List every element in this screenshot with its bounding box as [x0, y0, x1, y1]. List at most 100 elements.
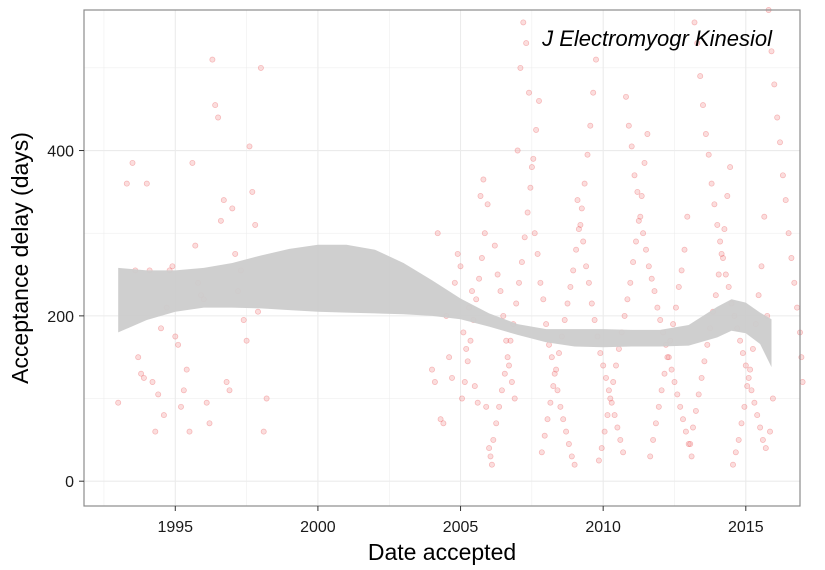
data-point: [724, 193, 731, 199]
data-point: [186, 428, 193, 435]
data-point: [561, 317, 568, 323]
data-point: [767, 428, 773, 435]
data-point: [169, 263, 176, 270]
data-point: [255, 308, 261, 315]
data-point: [749, 345, 756, 352]
data-point: [771, 81, 778, 88]
data-point: [220, 197, 227, 204]
data-point: [567, 283, 574, 290]
data-point: [730, 461, 736, 468]
data-point: [655, 403, 662, 410]
data-point: [674, 391, 681, 398]
data-point: [694, 40, 701, 47]
data-point: [474, 399, 481, 406]
data-point: [611, 412, 618, 419]
data-point: [530, 155, 537, 162]
data-point: [615, 345, 622, 352]
data-point: [138, 370, 145, 377]
data-point: [640, 230, 647, 237]
data-point: [732, 449, 739, 456]
data-point: [675, 283, 682, 290]
x-tick-label: 2000: [300, 519, 336, 536]
data-point: [232, 250, 239, 257]
data-point: [476, 275, 483, 282]
data-point: [685, 441, 692, 447]
data-point: [598, 445, 605, 452]
data-point: [595, 457, 602, 464]
x-axis-ticks: 1995 2000 2005 2010 2015: [157, 506, 764, 536]
data-point: [574, 197, 581, 204]
data-point: [601, 428, 608, 435]
data-point: [544, 416, 551, 423]
data-point: [578, 205, 585, 212]
data-point: [155, 391, 162, 398]
data-point: [540, 296, 547, 303]
data-point: [533, 126, 540, 133]
data-point: [755, 292, 762, 299]
data-point: [500, 312, 507, 319]
data-point: [571, 461, 578, 468]
data-point: [690, 424, 696, 431]
data-point: [203, 399, 210, 406]
data-point: [518, 259, 525, 266]
data-point: [454, 250, 461, 257]
data-point: [226, 387, 233, 394]
data-point: [747, 366, 754, 373]
data-point: [702, 131, 709, 137]
data-point: [486, 445, 493, 452]
data-point: [490, 436, 497, 443]
data-point: [511, 395, 518, 402]
data-point: [620, 449, 627, 456]
data-point: [614, 424, 621, 431]
data-point: [431, 379, 438, 385]
data-point: [494, 271, 501, 278]
data-point: [737, 337, 744, 344]
data-point: [123, 180, 130, 187]
data-point: [429, 366, 435, 373]
data-point: [681, 246, 688, 253]
data-point: [664, 354, 671, 361]
data-point: [434, 230, 441, 237]
smooth-ribbon: [118, 244, 772, 368]
data-point: [738, 420, 745, 427]
data-point: [528, 164, 535, 171]
data-point: [608, 399, 615, 406]
data-point: [754, 412, 761, 419]
data-point: [531, 230, 538, 237]
data-point: [774, 114, 781, 121]
data-point: [537, 279, 544, 286]
data-point: [769, 395, 776, 402]
data-point: [637, 213, 644, 220]
data-point: [580, 238, 587, 245]
data-point: [688, 453, 695, 460]
data-point: [263, 395, 270, 402]
data-point: [115, 399, 122, 406]
data-point: [591, 317, 598, 323]
data-point: [671, 379, 678, 385]
data-point: [223, 379, 230, 385]
data-point: [633, 238, 639, 245]
data-point: [129, 159, 136, 166]
data-point: [501, 370, 508, 377]
data-point: [548, 354, 555, 361]
data-point: [717, 238, 724, 245]
data-point: [565, 441, 572, 447]
data-point: [481, 230, 488, 237]
data-point: [768, 48, 775, 55]
data-point: [517, 64, 524, 71]
data-point: [249, 188, 256, 195]
data-point: [684, 213, 691, 220]
x-tick-label: 1995: [157, 519, 193, 536]
data-point: [437, 416, 444, 423]
data-point: [761, 213, 768, 220]
data-point: [630, 259, 637, 266]
data-point: [782, 197, 789, 204]
data-point: [553, 366, 560, 373]
data-point: [449, 374, 455, 381]
data-point: [152, 428, 159, 435]
data-point: [543, 321, 550, 328]
data-point: [457, 263, 464, 270]
data-point: [762, 445, 769, 452]
data-point: [695, 391, 702, 398]
